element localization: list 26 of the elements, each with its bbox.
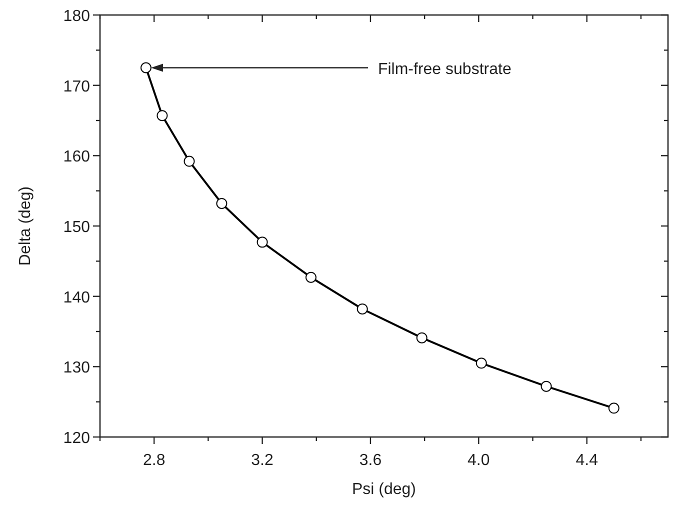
point: [305, 272, 316, 283]
x-tick-label: 4.4: [576, 452, 598, 469]
y-tick-label: 140: [63, 289, 90, 306]
y-tick-label: 150: [63, 219, 90, 236]
x-tick-label: 3.6: [359, 452, 382, 469]
annotation: Film-free substrate: [378, 60, 512, 78]
x-axis-title: Psi (deg): [352, 481, 416, 498]
point: [156, 110, 168, 122]
point: [256, 236, 268, 248]
point: [608, 402, 620, 414]
point: [540, 380, 552, 392]
point: [356, 303, 368, 314]
y-tick-label: 120: [63, 430, 90, 447]
point: [476, 358, 487, 369]
point: [140, 62, 152, 74]
x-tick-label: 2.8: [142, 452, 166, 469]
y-tick-label: 160: [63, 148, 90, 166]
point: [184, 156, 195, 167]
x-tick-label: 4.0: [468, 452, 490, 469]
y-tick-label: 180: [63, 8, 90, 25]
x-tick-label: 3.2: [251, 452, 274, 469]
y-axis-title: Delta (deg): [17, 186, 34, 266]
point: [416, 332, 428, 344]
point: [216, 198, 228, 209]
y-tick-label: 130: [63, 360, 90, 377]
y-tick-label: 170: [63, 78, 90, 96]
